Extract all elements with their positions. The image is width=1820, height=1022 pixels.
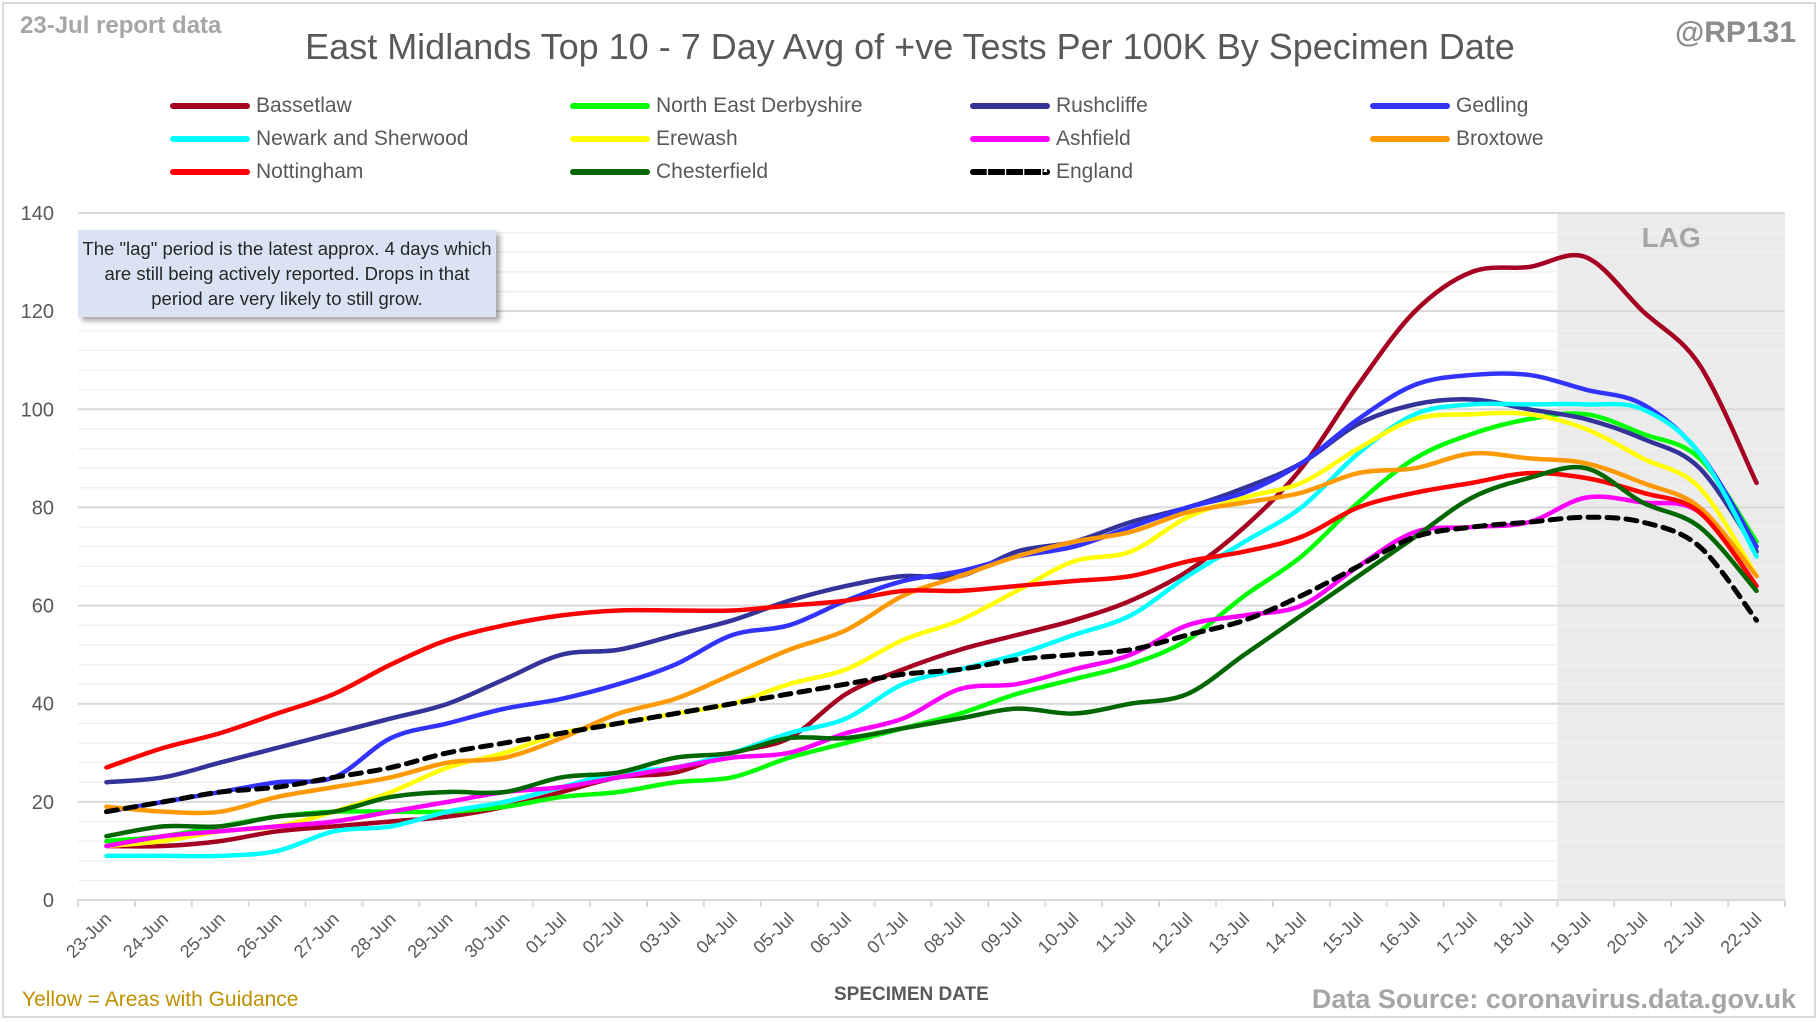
x-tick-label: 04-Jul	[692, 909, 741, 958]
legend-label: Bassetlaw	[256, 94, 352, 117]
legend-item: Ashfield	[970, 127, 1131, 151]
x-tick-label: 08-Jul	[920, 909, 969, 958]
legend-label: Chesterfield	[656, 160, 769, 183]
x-tick-label: 02-Jul	[579, 909, 628, 958]
x-tick-label: 25-Jun	[176, 909, 229, 962]
data-source: Data Source: coronavirus.data.gov.uk	[1311, 984, 1796, 1014]
x-tick-label: 05-Jul	[749, 909, 798, 958]
x-tick-label: 28-Jun	[347, 909, 400, 962]
y-tick-label: 100	[21, 399, 54, 421]
x-tick-label: 03-Jul	[635, 909, 684, 958]
x-tick-label: 27-Jun	[290, 909, 343, 962]
legend-swatch	[970, 103, 1050, 109]
legend-item: Erewash	[570, 127, 738, 151]
y-tick-label: 20	[32, 792, 54, 814]
legend-swatch	[170, 169, 250, 175]
legend-item: Gedling	[1370, 94, 1528, 118]
series-line-chesterfield	[104, 464, 1759, 839]
x-tick-label: 01-Jul	[522, 909, 571, 958]
legend-swatch	[970, 136, 1050, 142]
x-tick-label: 30-Jun	[461, 909, 514, 962]
legend-swatch	[970, 169, 1050, 175]
lag-label: LAG	[1642, 222, 1701, 253]
x-tick-label: 07-Jul	[863, 909, 912, 958]
series-line-bassetlaw	[104, 252, 1759, 849]
legend-label: Newark and Sherwood	[256, 127, 469, 150]
legend-item: Chesterfield	[570, 160, 768, 184]
legend-label: England	[1056, 160, 1134, 183]
series-line-broxtowe	[104, 450, 1759, 816]
x-tick-label: 17-Jul	[1432, 909, 1481, 958]
legend-label: Broxtowe	[1456, 127, 1544, 150]
guidance-note: Yellow = Areas with Guidance	[22, 988, 299, 1011]
x-tick-label: 23-Jun	[62, 909, 115, 962]
x-tick-label: 09-Jul	[977, 909, 1026, 958]
x-tick-label: 13-Jul	[1204, 909, 1253, 958]
legend-label: Nottingham	[256, 160, 364, 183]
legend-swatch	[570, 103, 650, 109]
x-tick-label: 14-Jul	[1261, 909, 1310, 958]
y-tick-label: 80	[32, 497, 54, 519]
legend-label: Rushcliffe	[1056, 94, 1148, 117]
legend-label: Erewash	[656, 127, 738, 150]
x-tick-label: 10-Jul	[1034, 909, 1083, 958]
x-tick-label: 20-Jul	[1603, 909, 1652, 958]
legend-swatch	[170, 136, 250, 142]
lag-note: The "lag" period is the latest approx. 4…	[78, 230, 496, 317]
legend-swatch	[170, 103, 250, 109]
x-tick-label: 16-Jul	[1375, 909, 1424, 958]
legend-item: Newark and Sherwood	[170, 127, 468, 151]
series-line-erewash	[104, 410, 1759, 849]
legend-swatch	[570, 136, 650, 142]
legend-item: Broxtowe	[1370, 127, 1544, 151]
x-tick-label: 26-Jun	[233, 909, 286, 962]
x-tick-label: 21-Jul	[1660, 909, 1709, 958]
x-tick-label: 19-Jul	[1546, 909, 1595, 958]
legend-item: Bassetlaw	[170, 94, 352, 118]
legend-label: Gedling	[1456, 94, 1529, 117]
series-line-gedling	[104, 371, 1759, 814]
x-tick-label: 06-Jul	[806, 909, 855, 958]
legend-swatch	[1370, 103, 1450, 109]
y-tick-label: 60	[32, 596, 54, 618]
series-line-nottingham	[104, 470, 1759, 770]
legend-swatch	[570, 169, 650, 175]
author-handle: @RP131	[1675, 16, 1796, 49]
x-tick-label: 15-Jul	[1318, 909, 1367, 958]
report-date: 23-Jul report data	[20, 12, 222, 39]
legend-label: Ashfield	[1056, 127, 1131, 150]
y-tick-label: 0	[43, 890, 54, 912]
chart-title: East Midlands Top 10 - 7 Day Avg of +ve …	[305, 26, 1515, 67]
legend-swatch	[1370, 136, 1450, 142]
legend-item: Rushcliffe	[970, 94, 1148, 118]
x-tick-label: 12-Jul	[1148, 909, 1197, 958]
y-tick-label: 40	[32, 694, 54, 716]
x-tick-label: 22-Jul	[1717, 909, 1766, 958]
x-tick-label: 24-Jun	[119, 909, 172, 962]
legend-item: Nottingham	[170, 160, 363, 184]
legend-item: England	[970, 160, 1133, 184]
x-tick-label: 18-Jul	[1489, 909, 1538, 958]
y-tick-label: 140	[21, 203, 54, 225]
lag-region	[1557, 213, 1785, 900]
y-tick-label: 120	[21, 301, 54, 323]
x-axis-label: SPECIMEN DATE	[834, 984, 989, 1005]
legend-item: North East Derbyshire	[570, 94, 863, 118]
legend-label: North East Derbyshire	[656, 94, 863, 117]
x-tick-label: 11-Jul	[1092, 909, 1140, 957]
x-tick-label: 29-Jun	[404, 909, 457, 962]
